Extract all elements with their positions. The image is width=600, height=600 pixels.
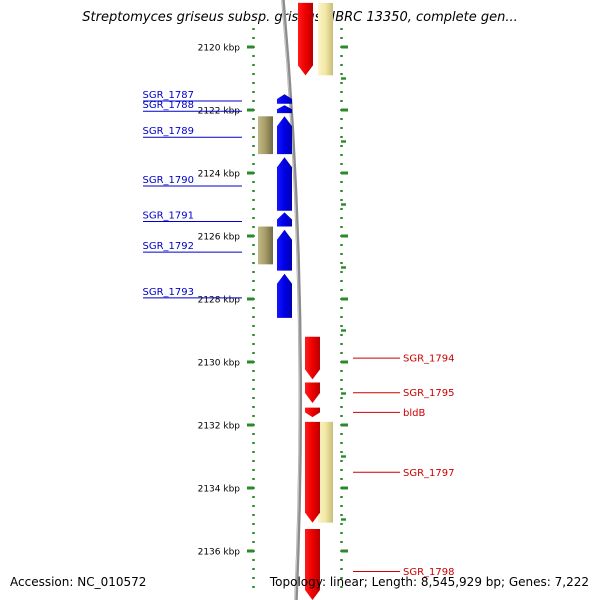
- forward-gene-0: [277, 94, 292, 104]
- ruler-label-2: 2124 kbp: [198, 170, 241, 180]
- ruler-tick-right-6: [341, 423, 348, 427]
- forward-gene-5: [277, 229, 292, 271]
- ruler-tick-right-7: [341, 486, 348, 490]
- forward-gene-2: [277, 116, 292, 155]
- reverse-gene-1: [305, 336, 320, 380]
- ruler-tick-right-3: [341, 234, 348, 238]
- ruler-label-8: 2136 kbp: [198, 548, 241, 558]
- reverse-gene-label-1: SGR_1794: [403, 354, 455, 365]
- forward-gene-label-4: SGR_1791: [143, 210, 195, 221]
- forward-gene-label-1: SGR_1788: [143, 100, 195, 111]
- forward-gene-label-2: SGR_1789: [143, 126, 195, 137]
- backbone-highlight: [281, 0, 300, 600]
- ruler-tick-right-5: [341, 360, 348, 364]
- ruler-tick-left-0: [247, 45, 254, 49]
- reverse-rna-block-0: [318, 2, 333, 76]
- reverse-gene-label-2: SGR_1795: [403, 388, 455, 399]
- reverse-gene-4: [305, 421, 320, 523]
- reverse-rna-block-1: [318, 421, 333, 523]
- forward-gene-label-3: SGR_1790: [143, 175, 195, 186]
- ruler-tick-left-4: [247, 297, 254, 301]
- reverse-gene-5: [305, 528, 320, 600]
- ruler-tick-right-1: [341, 108, 348, 112]
- backbone-line: [281, 0, 303, 600]
- forward-rna-block-0: [258, 116, 273, 155]
- forward-gene-1: [277, 105, 292, 114]
- forward-gene-3: [277, 157, 292, 211]
- ruler-tick-left-2: [247, 171, 254, 175]
- forward-gene-6: [277, 273, 292, 318]
- ruler-minor-right-3: [341, 266, 346, 269]
- ruler-minor-right-6: [341, 455, 346, 458]
- ruler-label-7: 2134 kbp: [198, 485, 241, 495]
- forward-rna-block-1: [258, 226, 273, 265]
- reverse-gene-label-3: bldB: [403, 408, 425, 419]
- ruler-tick-left-5: [247, 360, 254, 364]
- ruler-label-0: 2120 kbp: [198, 44, 241, 54]
- ruler-minor-right-1: [341, 140, 346, 143]
- ruler-label-6: 2132 kbp: [198, 422, 241, 432]
- accession-text: Accession: NC_010572: [10, 575, 147, 589]
- ruler-label-5: 2130 kbp: [198, 359, 241, 369]
- ruler-tick-left-7: [247, 486, 254, 490]
- ruler-label-3: 2126 kbp: [198, 233, 241, 243]
- ruler-tick-right-4: [341, 297, 348, 301]
- forward-gene-label-0: SGR_1787: [143, 90, 195, 101]
- ruler-tick-left-3: [247, 234, 254, 238]
- topology-text: Topology: linear; Length: 8,545,929 bp; …: [269, 575, 589, 589]
- ruler-minor-right-4: [341, 329, 346, 332]
- ruler-tick-right-8: [341, 549, 348, 553]
- reverse-gene-3: [305, 407, 320, 418]
- reverse-gene-label-4: SGR_1797: [403, 468, 455, 479]
- ruler-minor-right-0: [341, 77, 346, 80]
- ruler-tick-right-2: [341, 171, 348, 175]
- forward-gene-4: [277, 212, 292, 227]
- reverse-gene-2: [305, 382, 320, 403]
- ruler-tick-left-1: [247, 108, 254, 112]
- ruler-minor-right-7: [341, 518, 346, 521]
- ruler-tick-left-6: [247, 423, 254, 427]
- ruler-minor-right-5: [341, 392, 346, 395]
- reverse-gene-0: [298, 2, 313, 76]
- ruler-minor-right-2: [341, 203, 346, 206]
- ruler-tick-right-0: [341, 45, 348, 49]
- reverse-gene-label-5: SGR_1798: [403, 567, 455, 578]
- forward-gene-label-5: SGR_1792: [143, 241, 195, 252]
- ruler-tick-left-8: [247, 549, 254, 553]
- ruler-label-4: 2128 kbp: [198, 296, 241, 306]
- forward-gene-label-6: SGR_1793: [143, 287, 195, 298]
